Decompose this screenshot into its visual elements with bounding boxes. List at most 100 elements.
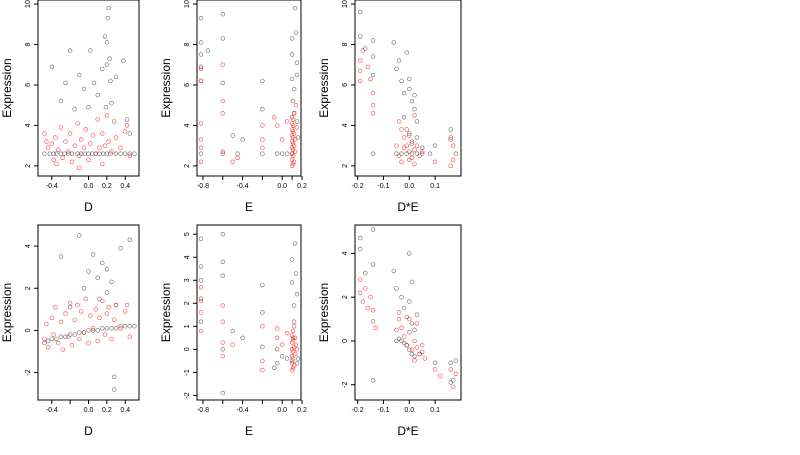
point-black-5 — [220, 232, 226, 237]
point-red-16 — [412, 358, 417, 363]
y-tick-label: 2 — [342, 295, 349, 299]
point-red-4 — [198, 145, 204, 150]
point-red-0 — [42, 131, 47, 136]
point-red-3 — [198, 137, 204, 142]
point-black-11 — [401, 90, 407, 96]
point-red-19 — [86, 340, 91, 346]
point-black-32 — [91, 80, 97, 86]
point-red-25 — [100, 298, 105, 304]
point-black-9 — [401, 305, 407, 311]
point-black-23 — [86, 269, 91, 274]
point-black-26 — [100, 260, 105, 266]
point-black-30 — [86, 104, 91, 110]
point-black-22 — [289, 257, 295, 262]
point-black-32 — [432, 143, 438, 148]
y-tick-label: 6 — [342, 83, 349, 87]
y-tick-label: 5 — [184, 232, 191, 236]
point-black-0 — [358, 235, 363, 241]
point-red-13 — [275, 335, 280, 340]
point-red-19 — [420, 343, 425, 348]
point-black-21 — [58, 254, 64, 259]
point-black-13 — [100, 326, 105, 331]
point-black-7 — [69, 151, 75, 156]
y-tick-label: 2 — [25, 164, 32, 168]
point-black-13 — [409, 279, 415, 285]
point-red-37 — [77, 165, 82, 171]
point-red-0 — [198, 285, 204, 290]
point-black-33 — [118, 246, 123, 251]
point-red-18 — [399, 159, 404, 165]
point-black-31 — [453, 358, 458, 363]
point-black-38 — [106, 5, 111, 11]
point-black-28 — [448, 360, 453, 365]
point-black-1 — [198, 52, 204, 57]
point-black-0 — [198, 236, 204, 242]
x-axis-title-d: D — [84, 200, 93, 214]
point-black-14 — [260, 344, 265, 350]
point-black-14 — [260, 78, 265, 84]
point-black-3 — [54, 151, 59, 156]
y-axis-title: Expression — [0, 58, 14, 117]
point-red-19 — [86, 157, 91, 163]
point-red-5 — [220, 319, 226, 324]
point-red-8 — [230, 342, 235, 347]
point-black-23 — [289, 36, 295, 41]
point-red-32 — [448, 163, 453, 169]
point-red-9 — [63, 139, 68, 144]
point-black-4 — [58, 151, 64, 156]
point-black-10 — [230, 328, 235, 334]
point-red-31 — [113, 302, 119, 308]
point-red-21 — [289, 333, 295, 338]
point-red-15 — [284, 331, 290, 336]
points-bottom-E — [198, 232, 301, 396]
point-black-42 — [104, 62, 110, 67]
point-red-7 — [220, 354, 226, 359]
point-red-27 — [448, 367, 453, 372]
point-black-8 — [77, 330, 82, 335]
point-black-4 — [198, 16, 204, 21]
point-black-1 — [358, 34, 363, 39]
point-red-8 — [368, 76, 373, 82]
point-red-18 — [417, 351, 422, 357]
point-black-31 — [111, 374, 117, 379]
point-black-15 — [412, 327, 417, 333]
point-black-0 — [42, 151, 47, 156]
point-black-29 — [295, 356, 301, 361]
point-black-17 — [412, 106, 417, 112]
point-red-11 — [401, 135, 407, 140]
point-red-9 — [396, 119, 402, 124]
point-black-11 — [407, 299, 412, 304]
point-black-6 — [220, 259, 226, 264]
point-red-24 — [97, 145, 102, 150]
point-red-4 — [51, 332, 56, 337]
point-black-11 — [230, 133, 235, 138]
x-tick-label: 0.2 — [297, 407, 307, 414]
y-tick-label: 4 — [342, 251, 349, 255]
x-tick-label: 0.0 — [84, 407, 94, 414]
point-black-9 — [220, 151, 226, 156]
point-black-0 — [42, 340, 47, 346]
point-black-19 — [284, 151, 290, 156]
point-red-2 — [198, 121, 204, 126]
y-tick-label: 2 — [342, 164, 349, 168]
point-red-12 — [260, 123, 265, 128]
point-black-3 — [370, 151, 376, 156]
point-black-21 — [289, 76, 295, 82]
point-black-23 — [409, 351, 415, 357]
point-black-22 — [77, 233, 82, 238]
point-red-19 — [289, 347, 295, 352]
point-black-24 — [291, 319, 297, 324]
point-red-11 — [401, 334, 407, 339]
point-black-25 — [427, 151, 433, 156]
point-red-1 — [44, 139, 49, 144]
x-tick-label: -0.2 — [352, 407, 364, 414]
point-red-21 — [412, 147, 417, 152]
y-tick-label: 4 — [25, 244, 32, 248]
point-red-30 — [111, 317, 117, 323]
panel-top-E: -0.8 -0.4 0.0 0.2 2 4 6 8 10 E Expression — [159, 0, 307, 214]
point-red-6 — [220, 340, 226, 345]
point-red-3 — [49, 141, 54, 146]
point-black-17 — [394, 338, 399, 344]
point-black-31 — [290, 98, 296, 104]
